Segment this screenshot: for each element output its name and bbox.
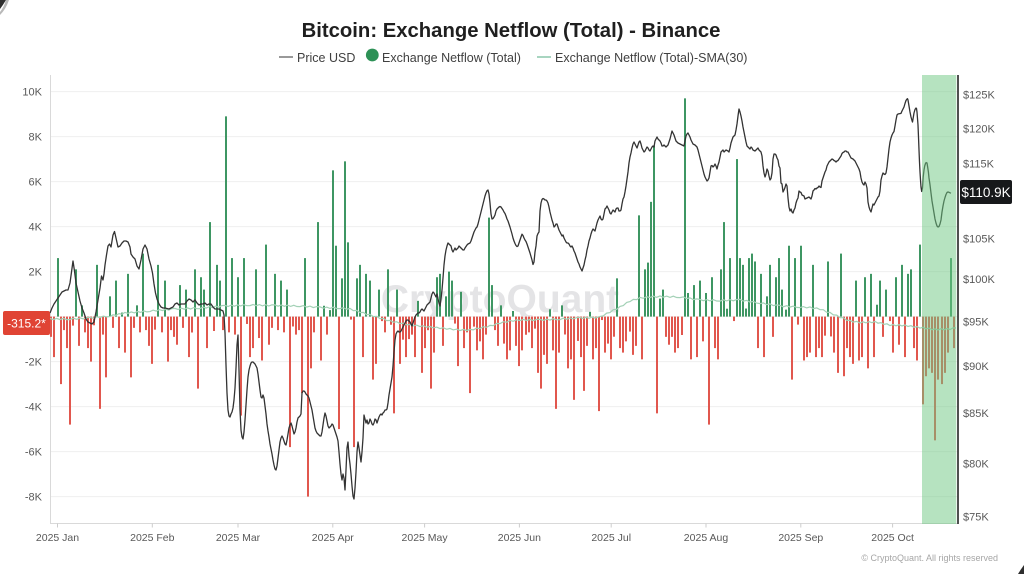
svg-text:2025 Apr: 2025 Apr (312, 532, 355, 544)
svg-text:$125K: $125K (963, 90, 995, 102)
svg-text:$90K: $90K (963, 361, 989, 373)
svg-text:Bitcoin: Exchange Netflow (Tot: Bitcoin: Exchange Netflow (Total) - Bina… (302, 20, 721, 42)
svg-text:-6K: -6K (25, 447, 43, 459)
svg-text:6K: 6K (29, 177, 43, 189)
svg-text:10K: 10K (22, 87, 42, 99)
svg-text:$75K: $75K (963, 512, 989, 524)
svg-text:2025 Jan: 2025 Jan (36, 532, 79, 544)
svg-text:-315.2*: -315.2* (7, 317, 46, 331)
svg-text:$80K: $80K (963, 458, 989, 470)
svg-text:$105K: $105K (963, 234, 995, 246)
svg-text:2025 Aug: 2025 Aug (684, 532, 729, 544)
svg-text:Price USD: Price USD (297, 51, 355, 65)
svg-text:2025 Feb: 2025 Feb (130, 532, 175, 544)
svg-text:2025 Oct: 2025 Oct (871, 532, 914, 544)
svg-text:4K: 4K (29, 222, 43, 234)
svg-text:-2K: -2K (25, 357, 43, 369)
svg-text:2025 Jun: 2025 Jun (498, 532, 541, 544)
svg-text:$95K: $95K (963, 316, 989, 328)
svg-text:8K: 8K (29, 132, 43, 144)
svg-text:2025 Mar: 2025 Mar (216, 532, 261, 544)
svg-text:Exchange Netflow (Total): Exchange Netflow (Total) (382, 51, 521, 65)
svg-text:Exchange Netflow (Total)-SMA(3: Exchange Netflow (Total)-SMA(30) (555, 51, 747, 65)
svg-text:$115K: $115K (963, 159, 995, 171)
svg-text:$100K: $100K (963, 274, 995, 286)
svg-text:2025 May: 2025 May (402, 532, 449, 544)
svg-text:2K: 2K (29, 267, 43, 279)
svg-text:© CryptoQuant. All rights rese: © CryptoQuant. All rights reserved (861, 553, 998, 563)
svg-text:-8K: -8K (25, 492, 43, 504)
svg-text:-4K: -4K (25, 402, 43, 414)
svg-text:$85K: $85K (963, 408, 989, 420)
svg-text:$110.9K: $110.9K (961, 185, 1010, 200)
svg-text:2025 Sep: 2025 Sep (778, 532, 823, 544)
svg-text:2025 Jul: 2025 Jul (591, 532, 631, 544)
svg-text:$120K: $120K (963, 123, 995, 135)
